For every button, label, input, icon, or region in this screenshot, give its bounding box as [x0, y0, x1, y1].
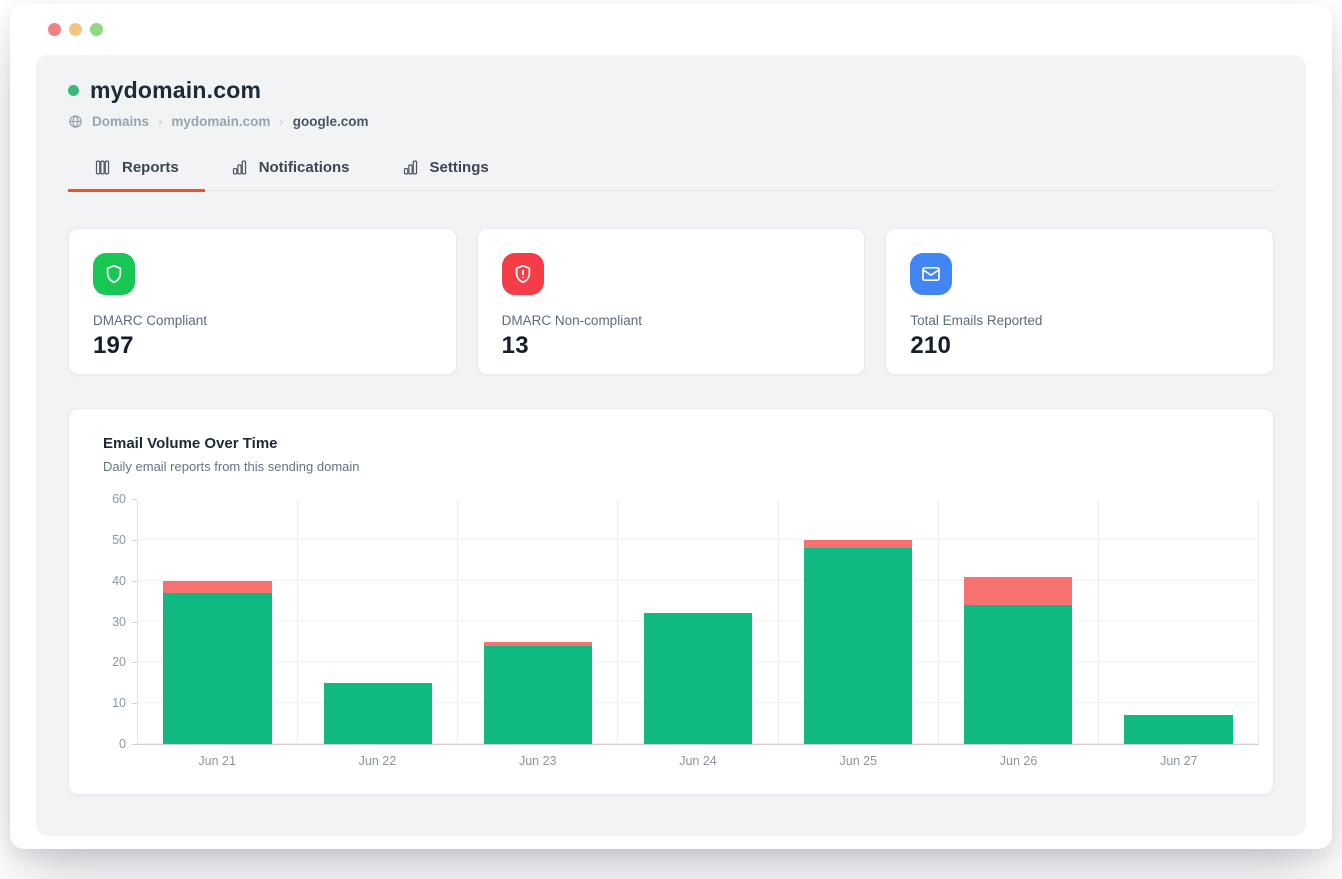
y-tick-label: 40 — [112, 573, 126, 588]
chart-column — [939, 500, 1099, 744]
x-tick-label: Jun 25 — [839, 754, 878, 768]
window-titlebar — [10, 4, 1332, 55]
breadcrumb-google[interactable]: google.com — [292, 114, 369, 129]
chart-subtitle: Daily email reports from this sending do… — [103, 459, 360, 474]
tab-label: Settings — [429, 159, 489, 176]
bar-segment-noncompliant — [483, 641, 592, 646]
email-volume-chart-card: Email Volume Over Time Daily email repor… — [68, 408, 1274, 795]
window-controls — [48, 23, 103, 36]
chart-column — [298, 500, 459, 744]
chart-title: Email Volume Over Time — [103, 435, 278, 452]
breadcrumb-mydomain[interactable]: mydomain.com — [171, 114, 271, 129]
y-axis-labels: 0 10 20 30 40 50 60 — [93, 492, 137, 751]
y-tick-mark — [132, 662, 137, 664]
bar-jun-26 — [964, 576, 1073, 744]
close-button[interactable] — [48, 23, 61, 36]
bar-jun-25 — [804, 539, 913, 744]
tab-reports[interactable]: Reports — [68, 159, 205, 192]
bar-jun-24 — [643, 613, 753, 744]
maximize-button[interactable] — [90, 23, 103, 36]
y-tick-label: 10 — [112, 696, 126, 711]
stat-value: 210 — [910, 332, 951, 359]
breadcrumb: Domains › mydomain.com › google.com — [68, 114, 1274, 129]
chart-column — [1099, 500, 1259, 744]
y-tick-mark — [132, 744, 137, 745]
tab-notifications[interactable]: Notifications — [205, 159, 376, 192]
domain-status-dot — [68, 85, 79, 96]
tab-settings[interactable]: Settings — [376, 159, 515, 192]
bar-segment-noncompliant — [163, 580, 272, 593]
x-tick-label: Jun 21 — [198, 754, 236, 768]
bar-segment-compliant — [804, 548, 913, 744]
chart-column — [138, 500, 299, 744]
globe-icon — [68, 114, 83, 129]
stat-value: 197 — [93, 332, 134, 359]
x-tick-label: Jun 22 — [358, 754, 397, 768]
app-window: mydomain.com Domains › mydomain.com › go… — [10, 4, 1332, 849]
shield-alert-icon — [501, 253, 544, 295]
plot-area — [137, 500, 1259, 745]
tab-label: Reports — [122, 159, 179, 176]
y-tick-label: 60 — [112, 492, 126, 506]
shield-icon — [93, 253, 135, 295]
stat-label: DMARC Non-compliant — [501, 313, 642, 328]
y-tick-mark — [132, 621, 137, 623]
breadcrumb-domains[interactable]: Domains — [92, 114, 150, 129]
bar-chart-icon — [231, 159, 248, 176]
bar-jun-27 — [1124, 715, 1233, 744]
y-tick-mark — [132, 703, 137, 705]
stat-card-dmarc-noncompliant: DMARC Non-compliant 13 — [476, 228, 866, 375]
y-tick-label: 0 — [119, 737, 126, 751]
page-header: mydomain.com — [68, 77, 1274, 104]
bar-segment-compliant — [163, 592, 272, 744]
x-tick-label: Jun 26 — [999, 754, 1038, 768]
y-tick-mark — [132, 539, 137, 541]
y-tick-mark — [132, 499, 137, 500]
y-tick-label: 30 — [112, 614, 126, 629]
breadcrumb-separator: › — [158, 114, 163, 129]
x-tick-label: Jun 24 — [679, 754, 717, 768]
stat-card-dmarc-compliant: DMARC Compliant 197 — [68, 228, 457, 375]
stat-label: Total Emails Reported — [910, 313, 1043, 328]
tab-label: Notifications — [258, 159, 350, 176]
bar-segment-noncompliant — [804, 539, 913, 548]
x-tick-label: Jun 27 — [1160, 754, 1198, 768]
y-tick-label: 20 — [112, 655, 126, 670]
content-panel: mydomain.com Domains › mydomain.com › go… — [36, 55, 1306, 836]
mail-icon — [910, 253, 953, 295]
bar-segment-compliant — [1124, 715, 1233, 744]
stat-value: 13 — [501, 332, 529, 359]
breadcrumb-separator: › — [279, 114, 284, 129]
stat-cards-row: DMARC Compliant 197 DMARC Non-compliant … — [68, 228, 1275, 375]
tab-bar: Reports Notifications Settings — [68, 159, 1274, 192]
chart-column — [618, 500, 779, 744]
y-tick-mark — [132, 580, 137, 582]
bar-segment-compliant — [964, 605, 1073, 744]
page-title: mydomain.com — [90, 77, 262, 103]
bar-segment-compliant — [483, 646, 592, 744]
bar-segment-compliant — [323, 682, 432, 744]
chart-column — [458, 500, 619, 744]
bar-jun-23 — [483, 641, 592, 744]
x-axis-labels: Jun 21 Jun 22 Jun 23 Jun 24 Jun 25 Jun 26 Jun … — [137, 754, 1259, 768]
columns-chart-icon — [94, 159, 111, 176]
bar-jun-21 — [163, 580, 272, 744]
bar-chart-icon — [402, 159, 419, 176]
chart: 0 10 20 30 40 50 60 Jun 21 Jun 22 Jun 23 Jun 24 Ju… — [93, 492, 1259, 768]
y-tick-label: 50 — [112, 532, 126, 547]
bar-jun-22 — [323, 682, 432, 744]
bar-segment-noncompliant — [964, 576, 1073, 606]
chart-column — [779, 500, 939, 744]
stat-label: DMARC Compliant — [93, 313, 208, 328]
minimize-button[interactable] — [69, 23, 82, 36]
bar-segment-compliant — [643, 613, 753, 744]
stat-card-total-emails: Total Emails Reported 210 — [885, 228, 1275, 375]
x-tick-label: Jun 23 — [518, 754, 557, 768]
